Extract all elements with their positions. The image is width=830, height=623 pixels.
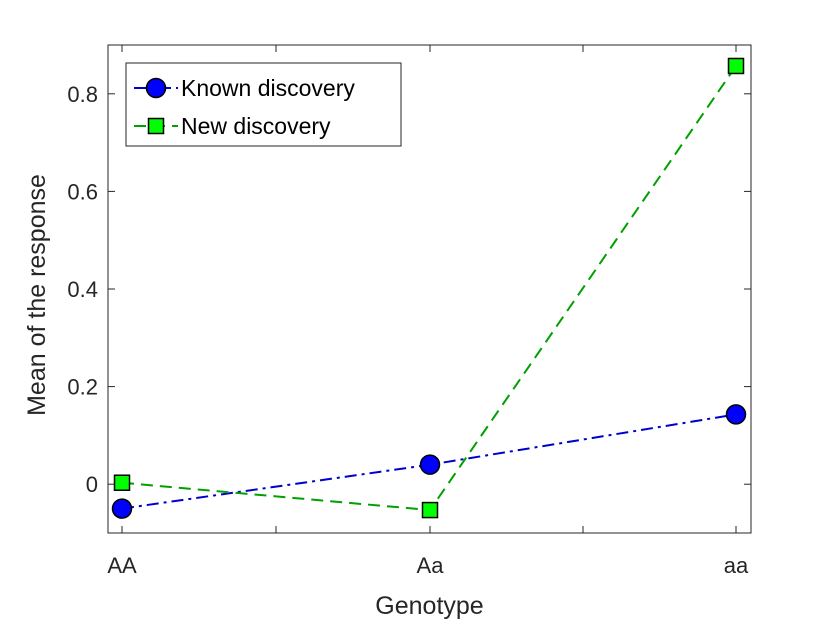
x-axis-title: Genotype xyxy=(375,592,483,620)
legend-label-0: Known discovery xyxy=(181,75,355,101)
series-1-point-0 xyxy=(113,474,131,491)
y-tick-label-1: 0.2 xyxy=(67,375,98,400)
legend-label-1: New discovery xyxy=(181,113,331,139)
legend-marker-0 xyxy=(145,77,167,99)
y-tick-label-3: 0.6 xyxy=(67,179,98,204)
y-tick-label-0: 0 xyxy=(86,472,98,497)
legend-marker-1 xyxy=(147,117,165,135)
series-layer xyxy=(111,57,747,519)
x-tick-label-2: aa xyxy=(724,553,749,578)
y-tick-label-4: 0.8 xyxy=(67,82,98,107)
y-axis-title: Mean of the response xyxy=(23,174,51,416)
x-tick-label-0: AA xyxy=(107,553,137,578)
series-0-point-2 xyxy=(725,404,747,425)
legend: Known discovery New discovery xyxy=(125,62,402,147)
series-1-point-1 xyxy=(421,501,439,519)
y-ticks: 0 0.2 0.4 0.6 0.8 xyxy=(67,82,751,497)
x-tick-label-1: Aa xyxy=(417,553,445,578)
y-tick-label-2: 0.4 xyxy=(67,277,98,302)
x-ticks: AA Aa aa xyxy=(107,45,749,578)
series-0-point-0 xyxy=(111,498,133,519)
series-1-point-2 xyxy=(727,57,745,75)
series-0-point-1 xyxy=(419,454,441,475)
legend-box xyxy=(125,62,402,147)
